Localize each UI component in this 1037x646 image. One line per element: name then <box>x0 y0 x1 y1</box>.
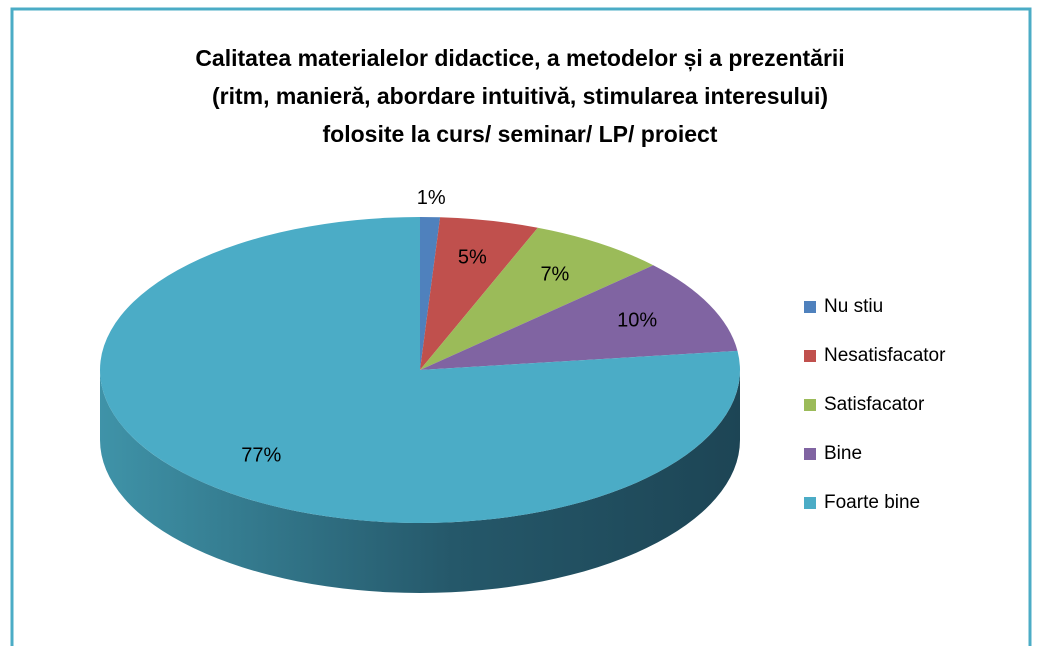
slice <box>420 265 738 370</box>
chart-title: Calitatea materialelor didactice, a meto… <box>195 45 844 72</box>
data-label: 77% <box>241 444 281 466</box>
legend-marker <box>804 301 816 313</box>
data-label: 10% <box>617 309 657 331</box>
data-label: 5% <box>458 246 487 268</box>
legend-label: Nu stiu <box>824 296 883 317</box>
legend-label: Nesatisfacator <box>824 345 946 366</box>
slice <box>420 227 654 370</box>
slice-side <box>100 370 740 593</box>
slice <box>420 217 538 370</box>
data-label: 1% <box>417 187 446 209</box>
legend-label: Satisfacator <box>824 394 925 415</box>
legend-marker <box>804 399 816 411</box>
legend-label: Foarte bine <box>824 492 920 513</box>
legend-marker <box>804 350 816 362</box>
legend-marker <box>804 448 816 460</box>
chart-title: folosite la curs/ seminar/ LP/ proiect <box>323 121 718 147</box>
slice <box>100 217 741 523</box>
legend-label: Bine <box>824 443 862 464</box>
slice <box>420 217 441 370</box>
frame <box>10 7 1032 646</box>
chart-title: (ritm, manieră, abordare intuitivă, stim… <box>212 83 828 109</box>
legend-marker <box>804 497 816 509</box>
data-label: 7% <box>540 263 569 285</box>
